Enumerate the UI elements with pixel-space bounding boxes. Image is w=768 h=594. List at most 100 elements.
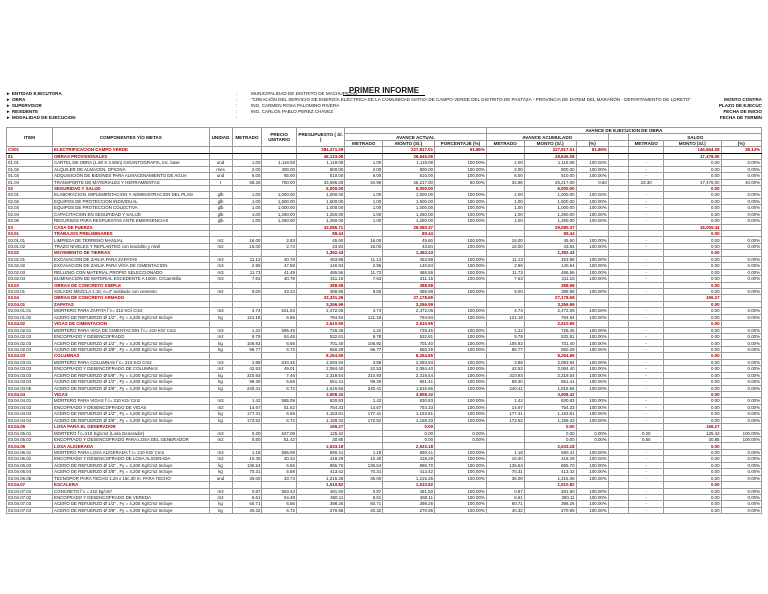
acum-pct-cell: 100.00% bbox=[575, 365, 609, 373]
acum-metrado-cell: 0.87 bbox=[485, 487, 525, 495]
metrado-cell bbox=[231, 481, 263, 489]
table-row: 03.04.02.01 MORTERO PARA VIGA DE CIMENTAC… bbox=[5, 326, 763, 335]
metrado-cell: 136.54 bbox=[231, 461, 263, 470]
metrado-cell: 1.18 bbox=[231, 448, 263, 457]
actual-metrado-cell bbox=[344, 429, 384, 438]
table-row: 03.04.03.04 ACERO DE REFUERZO Ø 1/2" , Fy… bbox=[5, 378, 763, 386]
info-colon: : bbox=[236, 109, 238, 114]
info-value: "CREACIÓN DEL SERVICIO DE ENERGÍA ELÉCTR… bbox=[251, 97, 691, 102]
info-right-label: MONTO CONTRA bbox=[724, 97, 762, 102]
metrado-cell: 6.61 bbox=[231, 493, 263, 502]
table-row: 02.05 RECURSOS PARA RESPUESTAS ANTE EMERG… bbox=[5, 217, 763, 225]
info-row: ► RESIDENTE: ING. CARLOS PABLO PEREZ CHAV… bbox=[6, 109, 762, 115]
saldo-pct-cell: 0.00% bbox=[720, 493, 763, 502]
actual-metrado-cell bbox=[344, 300, 384, 309]
acum-monto-cell: 270.95 bbox=[523, 506, 577, 515]
acum-pct-cell: 100.00% bbox=[575, 287, 609, 296]
info-colon: : bbox=[236, 97, 238, 102]
acum-pct-cell: 100.00% bbox=[575, 487, 609, 495]
presupuesto-cell: 895.70 bbox=[295, 461, 346, 470]
info-value: MUNICIPALIDAD DE DISTRITO DE MACHUPICHU bbox=[251, 91, 358, 96]
acum-pct-cell: 100.00% bbox=[575, 403, 609, 412]
item-cell: 03.04.03.05 bbox=[5, 384, 54, 392]
unit-cell: kg bbox=[208, 378, 233, 386]
metrado-cell: 36.00 bbox=[231, 474, 263, 483]
saldo-pct-cell: 0.00% bbox=[720, 332, 763, 341]
saldo-pct-cell: 0.00% bbox=[720, 384, 763, 392]
item-cell: 03.04.07.04 bbox=[5, 506, 54, 515]
saldo-pct-cell bbox=[720, 300, 763, 309]
info-row: ► MODALIDAD DE EJECUCION: FECHA DE TERMIN bbox=[6, 115, 762, 121]
presupuesto-cell: 1,615.56 bbox=[295, 384, 346, 392]
actual-metrado-cell: 1.42 bbox=[344, 397, 384, 405]
table-row: 03.04.05.01 MORTERO f´c=210 Kg/cm2 (Losa … bbox=[5, 429, 763, 438]
saldo-pct-cell: 0.00% bbox=[720, 345, 763, 354]
actual-metrado-cell: 1.22 bbox=[344, 326, 384, 335]
unit-cell bbox=[208, 352, 233, 360]
table-row: 03.04.06.01 MORTERO PARA LOSA ALIGERADA f… bbox=[5, 448, 763, 457]
unit-cell bbox=[208, 320, 233, 328]
table-row: 03.04.02.02 ENCOFRADO Y DESENCOFRADO m2 9.7… bbox=[5, 332, 763, 341]
presupuesto-cell: 830.83 bbox=[295, 397, 346, 405]
presupuesto-cell: 754.33 bbox=[295, 403, 346, 412]
metrado-cell: 0.60 bbox=[231, 435, 263, 444]
saldo-pct-cell: 0.00% bbox=[720, 461, 763, 470]
acum-pct-cell: 100.00% bbox=[575, 410, 609, 418]
acum-pct-cell: 100.00% bbox=[575, 378, 609, 386]
group-row: 03.04.03 COLUMNAS 8,264.85 8,264.85 8,264.85… bbox=[5, 352, 763, 360]
acum-pct-cell bbox=[575, 442, 609, 450]
acum-metrado-cell: 7.63 bbox=[485, 275, 525, 283]
acum-metrado-cell bbox=[485, 281, 525, 289]
item-cell: 03.03 bbox=[5, 281, 54, 289]
table-row: 03.04.07.03 ACERO DE REFUERZO Ø 1/2" , Fy… bbox=[5, 500, 763, 508]
actual-metrado-cell bbox=[344, 281, 384, 289]
presupuesto-cell: 413.42 bbox=[295, 468, 346, 476]
table-row: 03.02.03 RELLENO CON MATERIAL PROPIO SELE… bbox=[5, 268, 763, 277]
unit-cell: m2 bbox=[208, 332, 233, 341]
saldo-pct-cell: 0.00% bbox=[720, 339, 763, 347]
acum-metrado-cell: 1.22 bbox=[485, 326, 525, 335]
group-row: 01 OBRAS PROVISIONALES 46,123.08 28,645.08 2… bbox=[5, 152, 763, 161]
group-row: 03.04.02 VIGAS DE CIMENTACION 2,610.95 2,61… bbox=[5, 320, 763, 328]
unit-cell: m3 bbox=[208, 397, 233, 405]
item-cell: 03.04.03.03 bbox=[5, 371, 54, 380]
report-info-block: ► ENTIDAD EJECUTORA: MUNICIPALIDAD DE DIS… bbox=[6, 91, 762, 121]
acum-pct-cell: 100.00% bbox=[575, 339, 609, 347]
precio-cell: 6.72 bbox=[261, 506, 297, 515]
unit-cell bbox=[208, 390, 233, 399]
item-cell: 03.04.07.02 bbox=[5, 493, 54, 502]
info-right-label: FECHA DE TERMIN bbox=[719, 115, 762, 120]
presupuesto-cell: 311.15 bbox=[295, 275, 346, 283]
progress-table: ITEM COMPONENTES Y/O METAS UNIDAD METRAD… bbox=[5, 126, 763, 515]
acum-pct-cell: 0.00% bbox=[575, 429, 609, 438]
group-row: 03.04.01 ZAPATAS 3,266.99 3,266.99 3,266.99 0… bbox=[5, 300, 763, 309]
metrado-cell: 177.41 bbox=[231, 410, 263, 418]
acum-metrado-cell: 310.93 bbox=[485, 371, 525, 380]
acum-metrado-cell: 9.78 bbox=[485, 332, 525, 341]
table-row: 03.04.06.02 ENCOFRADO Y DESENCOFRADO DE L… bbox=[5, 455, 763, 463]
acum-metrado-cell: 11.13 bbox=[485, 255, 525, 264]
table-row: 03.04.05.02 ENCOFRADO Y DESENCOFRADO PARA… bbox=[5, 435, 763, 444]
actual-metrado-cell bbox=[344, 442, 384, 450]
unit-cell: m2 bbox=[208, 493, 233, 502]
saldo-pct-cell: 0.00% bbox=[720, 371, 763, 380]
report-title-wrap: PRIMER INFORME bbox=[0, 80, 768, 98]
saldo-pct-cell: 100.00% bbox=[720, 435, 763, 444]
col-precio: PRECIO UNITARIO bbox=[261, 126, 297, 148]
acum-metrado-cell: 96.77 bbox=[485, 345, 525, 354]
metrado-cell bbox=[231, 294, 263, 302]
metrado-cell bbox=[231, 320, 263, 328]
acum-pct-cell bbox=[575, 300, 609, 309]
acum-pct-cell: 100.00% bbox=[575, 461, 609, 470]
group-row: 03.04.04 VIGAS 3,908.32 3,908.32 3,908.32 0.0… bbox=[5, 390, 763, 399]
table-row: 02.02 EQUIPOS DE PROTECCION INDIVIDUAL glb… bbox=[5, 197, 763, 206]
actual-metrado-cell: 240.41 bbox=[344, 384, 384, 392]
col-actual-porcentaje: PORCENTAJE (%) bbox=[434, 139, 487, 148]
item-cell: 03.04.06.04 bbox=[5, 468, 54, 476]
metrado-cell: 40.32 bbox=[231, 506, 263, 515]
metrado-cell: 240.41 bbox=[231, 384, 263, 392]
unit-cell: und bbox=[208, 474, 233, 483]
item-cell: 03.04.06.03 bbox=[5, 461, 54, 470]
item-cell: 03.04.05.01 bbox=[5, 429, 54, 438]
acum-pct-cell bbox=[575, 423, 609, 431]
